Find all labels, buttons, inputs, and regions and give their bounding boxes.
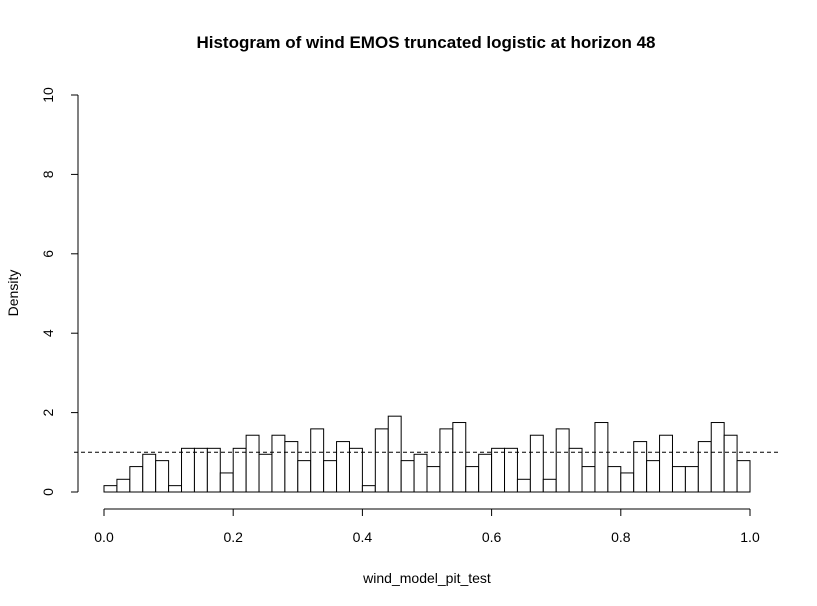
histogram-bar [671, 466, 686, 493]
histogram-bar [310, 428, 325, 493]
x-axis: 0.0 0.2 0.4 0.6 0.8 1.0 [94, 508, 760, 545]
histogram-bar [452, 422, 467, 493]
histogram-bar [439, 428, 454, 493]
histogram-bar [620, 472, 635, 493]
y-tick-label: 8 [40, 170, 56, 178]
histogram-bar [594, 422, 609, 493]
x-axis-label: wind_model_pit_test [362, 570, 491, 586]
histogram-bar [336, 441, 350, 493]
histogram-bar [516, 478, 531, 493]
histogram-bar [710, 422, 725, 493]
histogram-bar [465, 466, 480, 493]
histogram-bar [387, 415, 402, 493]
y-axis-label: Density [5, 270, 21, 317]
x-tick-label: 0.6 [482, 529, 502, 545]
histogram-bars [103, 415, 751, 493]
histogram-bar [271, 434, 286, 493]
x-tick-label: 0.8 [611, 529, 631, 545]
histogram-bar [155, 460, 170, 493]
histogram-bar [232, 447, 247, 493]
histogram-bar [504, 447, 518, 493]
histogram-bar [323, 460, 338, 493]
histogram-bar [568, 447, 583, 493]
histogram-bar [374, 428, 389, 493]
histogram-bar [206, 447, 221, 493]
x-tick-label: 1.0 [740, 529, 760, 545]
histogram-bar [723, 434, 738, 493]
histogram-bar [633, 441, 648, 493]
histogram-bar [736, 460, 751, 493]
histogram-bar [659, 434, 673, 493]
histogram-bar [426, 466, 441, 493]
x-tick-label: 0.2 [223, 529, 243, 545]
histogram-bar [529, 434, 544, 493]
y-tick-label: 2 [40, 408, 56, 416]
histogram-bar [129, 466, 144, 493]
histogram-bar [684, 466, 699, 493]
histogram-bar [361, 485, 376, 493]
x-tick-label: 0.0 [94, 529, 114, 545]
histogram-bar [581, 466, 596, 493]
histogram-bar [400, 460, 415, 493]
y-tick-label: 10 [40, 87, 56, 103]
histogram-bar [193, 447, 208, 493]
histogram-bar [258, 453, 273, 493]
histogram-bar [142, 453, 157, 493]
histogram-bar [168, 485, 183, 493]
histogram-bar [478, 453, 493, 493]
histogram-bar [219, 472, 234, 493]
histogram-bar [348, 447, 363, 493]
histogram-bar [646, 460, 661, 493]
histogram-bar [103, 485, 118, 493]
chart-title: Histogram of wind EMOS truncated logisti… [196, 33, 655, 52]
histogram-bar [607, 466, 622, 493]
histogram-bar [555, 428, 570, 493]
histogram-bar [491, 447, 506, 493]
y-tick-label: 6 [40, 250, 56, 258]
histogram-bar [697, 441, 712, 493]
histogram-bar [297, 460, 312, 493]
histogram-bar [245, 434, 260, 493]
histogram-bar [542, 478, 557, 493]
y-tick-label: 4 [40, 329, 56, 337]
histogram-bar [116, 478, 131, 493]
y-tick-label: 0 [40, 488, 56, 496]
histogram-bar [284, 441, 299, 493]
histogram-bar [413, 453, 428, 493]
histogram-bar [181, 447, 195, 493]
x-tick-label: 0.4 [353, 529, 373, 545]
y-axis: 0 2 4 6 8 10 [40, 87, 79, 496]
